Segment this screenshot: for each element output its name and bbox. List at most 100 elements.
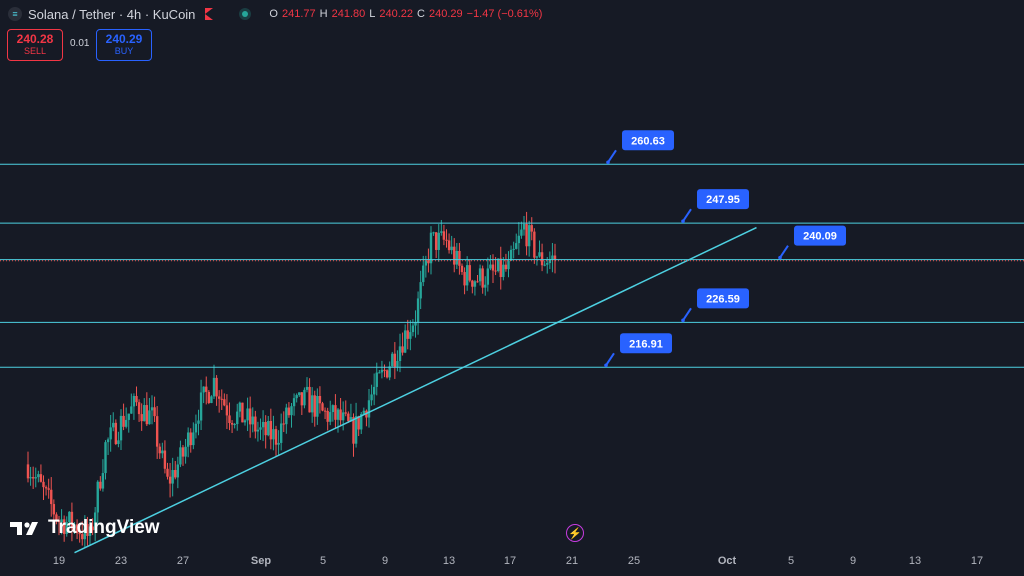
candle-body (313, 395, 316, 417)
buy-label: BUY (114, 46, 134, 56)
level-label-text: 216.91 (629, 338, 663, 350)
candle-body (445, 239, 448, 241)
candle-body (176, 464, 180, 478)
candle-body (424, 260, 428, 266)
candle-body (396, 360, 399, 367)
candle-body (199, 392, 203, 421)
candle-body (114, 422, 118, 444)
candle-body (437, 232, 440, 250)
level-label-box (620, 333, 672, 354)
candle-body (272, 429, 275, 440)
x-tick-label: 25 (628, 555, 640, 567)
high-label: H (319, 8, 328, 20)
level-label-box (794, 225, 846, 246)
candle-body (155, 416, 159, 447)
candle-body (241, 402, 244, 423)
sell-label: SELL (23, 46, 47, 56)
candle-body (223, 399, 226, 406)
buy-button[interactable]: 240.29 BUY (96, 29, 152, 61)
candles-layer (26, 211, 557, 549)
symbol-title[interactable]: Solana / Tether · 4h · KuCoin (28, 6, 196, 22)
candle-body (101, 473, 105, 489)
candle-body (135, 395, 138, 403)
candle-body (540, 252, 544, 266)
candle-body (489, 264, 492, 269)
candle-body (285, 407, 288, 425)
candle-body (422, 265, 425, 283)
tradingview-logo[interactable]: TradingView (10, 516, 160, 540)
candle-body (401, 346, 404, 353)
level-label-box (697, 189, 749, 210)
candle-body (47, 488, 50, 490)
x-tick-label: 9 (850, 555, 856, 567)
x-tick-label: 13 (909, 555, 921, 567)
candle-body (42, 481, 45, 488)
candle-body (334, 405, 337, 420)
level-label-anchor (681, 318, 685, 323)
flag-icon[interactable] (205, 8, 214, 20)
x-tick-label: Sep (251, 555, 271, 567)
level-label-text: 226.59 (706, 293, 740, 305)
candle-body (553, 255, 557, 260)
candle-body (362, 410, 366, 414)
candle-body (427, 260, 430, 264)
candle-body (471, 280, 474, 287)
candle-body (117, 440, 120, 444)
x-tick-label: 5 (320, 555, 326, 567)
candle-body (468, 265, 471, 281)
sell-button[interactable]: 240.28 SELL (7, 29, 63, 61)
level-label-text: 247.95 (706, 194, 740, 206)
candle-body (323, 410, 327, 412)
time-axis: 19 23 27 Sep 5 9 13 17 21 25 Oct 5 9 13 17 (53, 555, 983, 567)
candle-body (484, 284, 487, 288)
candle-body (486, 268, 490, 285)
change-value: −1.47 (−0.61%) (466, 8, 543, 20)
candle-body (316, 395, 319, 417)
candle-body (481, 268, 484, 288)
candle-body (217, 396, 221, 399)
candle-body (292, 398, 296, 407)
candle-body (243, 420, 247, 423)
candle-body (256, 429, 260, 432)
candle-body (127, 413, 130, 420)
candle-body (434, 232, 438, 250)
candle-body (60, 519, 63, 523)
candle-body (344, 412, 347, 414)
candle-body (65, 522, 68, 534)
candle-body (378, 372, 381, 374)
candle-body (181, 447, 185, 457)
candle-body (380, 369, 384, 373)
candle-body (533, 231, 536, 258)
candle-body (184, 446, 187, 457)
x-tick-label: 17 (971, 555, 983, 567)
lightning-icon[interactable]: ⚡ (566, 524, 584, 542)
candle-body (465, 265, 469, 286)
candle-body (491, 264, 495, 271)
candle-body (429, 232, 433, 264)
candle-body (104, 442, 107, 474)
candle-body (153, 407, 156, 417)
candle-body (83, 523, 87, 540)
candle-body (86, 523, 89, 536)
open-label: O (269, 8, 278, 20)
candle-body (166, 468, 169, 477)
candle-body (535, 256, 539, 258)
candle-body (453, 246, 456, 265)
candle-body (336, 409, 340, 420)
candle-body (507, 260, 510, 270)
candle-body (494, 270, 497, 272)
candle-body (305, 386, 309, 390)
candle-body (403, 330, 407, 353)
candle-body (34, 477, 37, 479)
candle-body (267, 420, 270, 436)
buy-price: 240.29 (105, 32, 143, 46)
candle-body (238, 402, 242, 412)
candle-body (264, 421, 267, 436)
candle-body (499, 258, 502, 278)
candle-body (458, 250, 461, 266)
candle-body (174, 470, 177, 478)
x-tick-label: 17 (504, 555, 516, 567)
x-tick-label: 9 (382, 555, 388, 567)
candle-body (432, 232, 435, 234)
